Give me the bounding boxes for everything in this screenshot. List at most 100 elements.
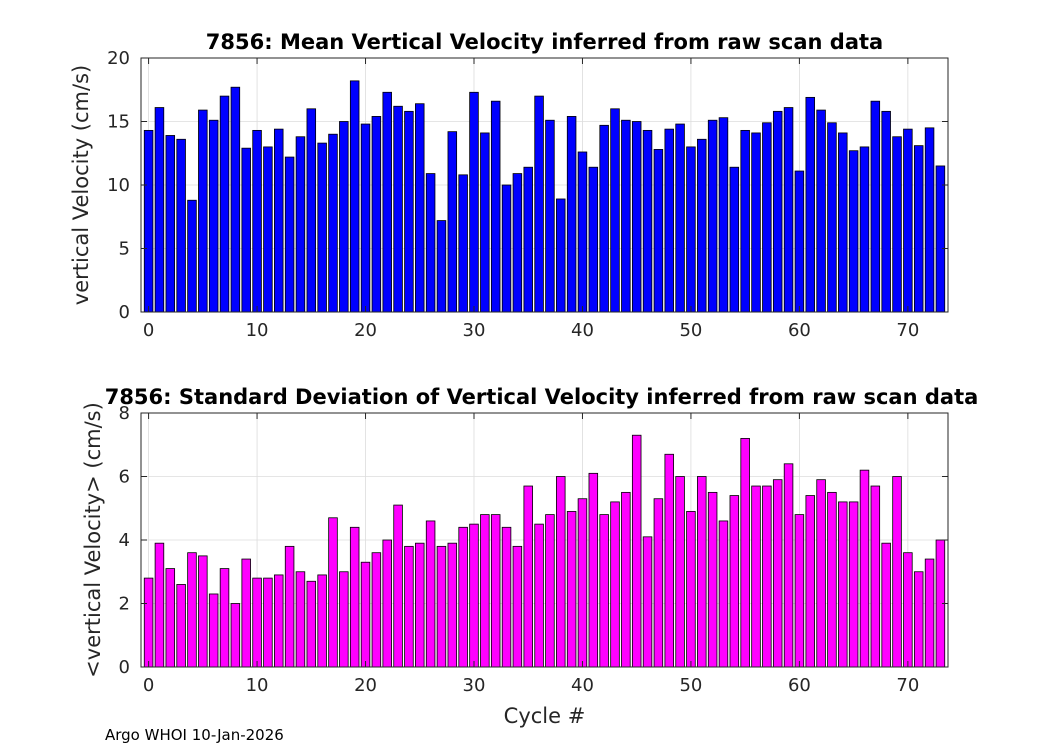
bar — [772, 110, 783, 313]
bar — [252, 577, 262, 668]
bar — [349, 80, 360, 313]
bar — [577, 498, 588, 668]
bar — [762, 122, 772, 313]
x-tick-label: 70 — [896, 675, 919, 696]
bar — [252, 129, 262, 313]
x-tick-label: 60 — [788, 320, 811, 341]
x-tick-label: 40 — [571, 675, 594, 696]
y-tick-label: 8 — [119, 403, 130, 424]
bar — [469, 91, 479, 313]
chart-title: 7856: Mean Vertical Velocity inferred fr… — [206, 30, 883, 54]
bar — [870, 485, 881, 668]
bar — [349, 526, 360, 668]
bar — [219, 568, 230, 668]
footer-text: Argo WHOI 10-Jan-2026 — [105, 726, 284, 744]
bar — [143, 577, 154, 668]
x-tick-label: 20 — [354, 675, 377, 696]
y-tick-label: 5 — [119, 239, 130, 260]
bar — [263, 146, 273, 313]
bar — [415, 103, 425, 313]
bar — [566, 511, 577, 668]
bar — [230, 86, 241, 313]
bar — [436, 545, 447, 668]
bar — [838, 132, 848, 313]
bar — [230, 603, 241, 668]
bar — [393, 504, 403, 668]
bar — [642, 129, 653, 313]
bar — [913, 571, 924, 668]
bar — [176, 584, 186, 668]
x-tick-label: 0 — [143, 675, 154, 696]
bar — [566, 116, 577, 313]
bar — [360, 123, 371, 313]
bar — [664, 128, 674, 313]
bar — [697, 476, 707, 668]
bar — [404, 545, 414, 668]
bar — [838, 501, 848, 668]
bar — [501, 184, 512, 313]
bar — [675, 476, 685, 668]
bar — [816, 479, 826, 668]
bar — [371, 552, 382, 668]
bar — [208, 119, 219, 313]
bar — [284, 545, 295, 668]
bar — [588, 472, 599, 668]
bar — [371, 116, 382, 313]
x-tick-label: 60 — [788, 675, 811, 696]
bar — [295, 571, 306, 668]
bar — [653, 149, 664, 313]
bar — [924, 127, 935, 313]
bar — [740, 437, 750, 668]
bar — [458, 174, 468, 313]
bar — [610, 501, 620, 668]
bar — [165, 135, 176, 313]
bar — [490, 100, 501, 313]
bar — [913, 145, 924, 313]
bar — [642, 536, 653, 668]
bar — [360, 561, 371, 668]
bar — [154, 107, 165, 313]
y-tick-label: 4 — [119, 530, 130, 551]
bar — [545, 119, 555, 313]
bar — [729, 166, 740, 313]
bar — [870, 100, 881, 313]
bar — [284, 156, 295, 313]
bar — [577, 151, 588, 313]
bar — [263, 577, 273, 668]
bar — [317, 142, 327, 313]
bar — [382, 539, 392, 668]
x-tick-label: 30 — [463, 320, 486, 341]
chart-title: 7856: Standard Deviation of Vertical Vel… — [105, 385, 979, 409]
bar — [219, 95, 230, 313]
bar — [664, 453, 674, 668]
bar — [827, 491, 837, 668]
bar — [892, 476, 902, 668]
bar — [805, 495, 815, 668]
bar — [924, 558, 935, 668]
bar — [306, 108, 317, 313]
x-tick-label: 50 — [679, 320, 702, 341]
bar — [480, 132, 490, 313]
bar — [686, 511, 696, 668]
bar — [339, 121, 349, 313]
bar — [523, 485, 533, 668]
bar — [881, 110, 891, 313]
bar — [480, 514, 490, 668]
bar — [274, 574, 284, 668]
x-tick-label: 40 — [571, 320, 594, 341]
y-tick-label: 0 — [119, 302, 130, 323]
bar — [295, 136, 306, 313]
bar — [556, 198, 566, 313]
bar — [740, 129, 750, 313]
bar — [588, 166, 599, 313]
bar — [436, 220, 447, 313]
y-tick-label: 6 — [119, 467, 130, 488]
bar — [935, 165, 946, 313]
bar — [523, 166, 533, 313]
y-tick-label: 2 — [119, 594, 130, 615]
bar — [415, 542, 425, 668]
bar — [859, 146, 870, 313]
bar — [783, 463, 794, 668]
